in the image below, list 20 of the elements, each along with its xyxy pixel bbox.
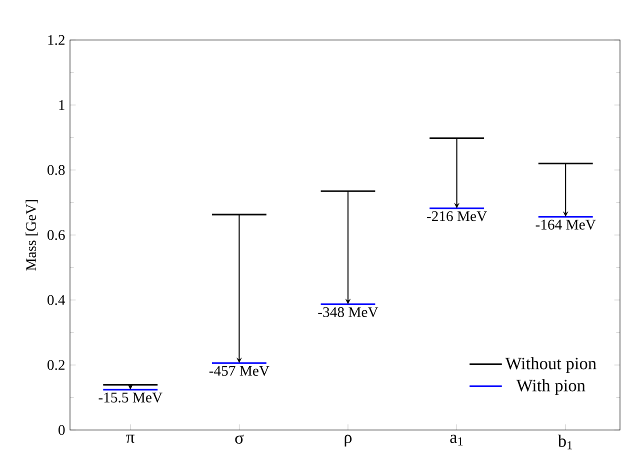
annotation: -457 MeV [209,366,270,376]
x-tick-label: σ [235,434,244,444]
legend-label: With pion [516,379,586,395]
y-tick-label: 1 [59,100,64,110]
y-axis-title: Mass [GeV] [26,200,38,271]
y-tick-label: 0.4 [48,295,66,305]
x-tick-label: π [126,434,134,443]
annotation: -216 MeV [426,211,487,222]
y-tick-label: 0.6 [48,230,65,240]
x-tick-label: ρ [344,434,352,447]
annotation: -348 MeV [318,307,378,318]
y-tick-label: 1.2 [48,35,64,45]
x-tick-label: a$_{1}$ [450,434,463,446]
y-tick-label: 0.8 [48,165,65,175]
annotation: -15.5 MeV [98,392,162,403]
y-tick-label: 0 [58,425,65,435]
x-tick-label: b$_{1}$ [558,434,572,450]
legend-label: Without pion [505,357,596,373]
y-tick-label: 0.2 [48,360,64,370]
annotation: -164 MeV [536,220,596,230]
